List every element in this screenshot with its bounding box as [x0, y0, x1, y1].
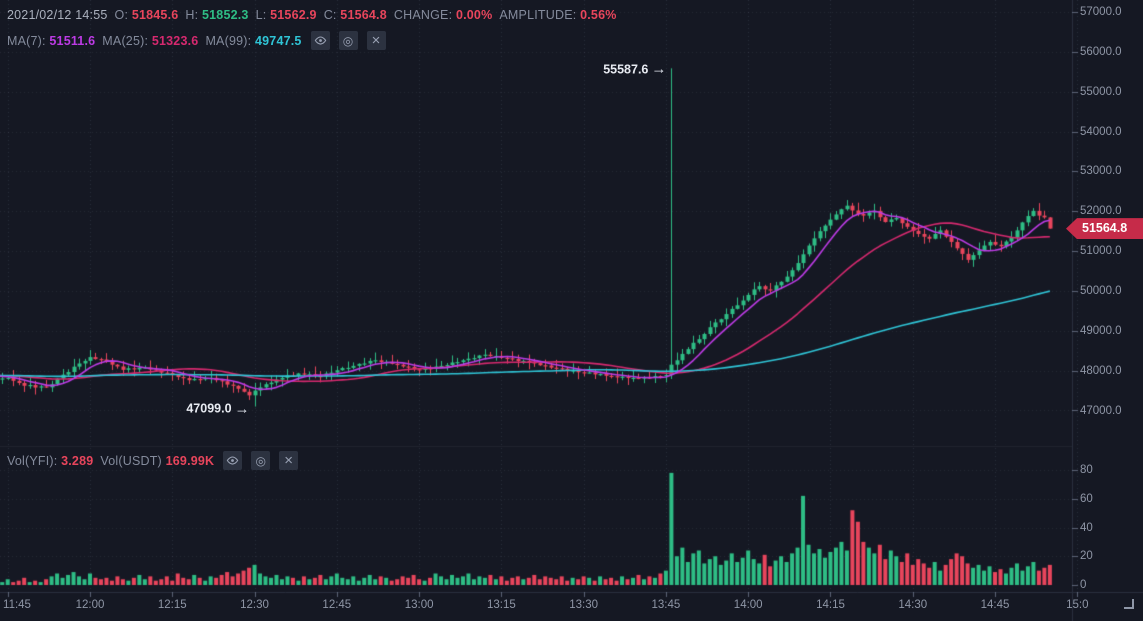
volume-close-button[interactable]: × — [279, 451, 299, 470]
time-axis-label: 12:30 — [240, 599, 269, 611]
close-icon: × — [284, 452, 294, 469]
time-axis-label: 14:30 — [898, 599, 928, 611]
candle-datetime: 2021/02/12 14:55 — [7, 8, 108, 22]
time-axis-label: 11:45 — [3, 599, 31, 611]
time-axis-label: 14:00 — [733, 599, 763, 611]
ma25-stat: MA(25): 51323.6 — [102, 33, 199, 48]
close-icon: × — [371, 32, 381, 49]
volume-axis-label: 80 — [1080, 464, 1093, 476]
price-axis-label: 51000.0 — [1080, 245, 1122, 258]
volume-settings-button[interactable]: ◎ — [251, 451, 271, 470]
time-axis-label: 13:30 — [569, 599, 599, 611]
time-axis-label: 13:15 — [486, 599, 516, 611]
eye-icon — [226, 456, 239, 465]
price-axis-label: 53000.0 — [1080, 165, 1122, 178]
volume-header: Vol(YFI): 3.289 Vol(USDT) 169.99K ◎ × — [7, 451, 299, 470]
volume-axis-label: 40 — [1080, 521, 1093, 534]
high-price-annotation: 55587.6 → — [603, 60, 667, 78]
price-axis-label: 50000.0 — [1080, 284, 1122, 297]
price-axis-label: 52000.0 — [1080, 205, 1122, 218]
settings-icon: ◎ — [342, 33, 354, 48]
high-stat: H: 51852.3 — [185, 8, 249, 22]
low-price-annotation: 47099.0 → — [186, 400, 250, 418]
ma-settings-button[interactable]: ◎ — [338, 31, 358, 50]
price-axis-label: 54000.0 — [1080, 125, 1122, 138]
price-axis-label: 48000.0 — [1080, 364, 1122, 377]
volume-visibility-button[interactable] — [223, 451, 243, 470]
ma-header: MA(7): 51511.6 MA(25): 51323.6 MA(99): 4… — [7, 31, 386, 50]
time-axis-label: 12:45 — [322, 599, 352, 611]
ma-close-button[interactable]: × — [366, 31, 386, 50]
time-axis-label: 14:15 — [816, 599, 845, 611]
volume-axis-label: 60 — [1080, 492, 1093, 505]
time-axis-label: 12:00 — [75, 599, 105, 611]
volume-axis-label: 0 — [1080, 579, 1087, 591]
right-arrow-icon: → — [651, 60, 667, 78]
time-axis-label: 14:45 — [980, 599, 1010, 611]
ma99-stat: MA(99): 49747.5 — [205, 33, 302, 48]
time-axis-label: 13:00 — [404, 599, 434, 611]
amplitude-stat: AMPLITUDE: 0.56% — [499, 8, 617, 22]
resize-corner-icon[interactable] — [1124, 599, 1134, 609]
price-axis-label: 55000.0 — [1080, 85, 1122, 98]
ma-visibility-button[interactable] — [310, 31, 330, 50]
open-stat: O: 51845.6 — [114, 8, 179, 22]
ma7-stat: MA(7): 51511.6 — [7, 33, 96, 48]
change-stat: CHANGE: 0.00% — [393, 8, 493, 22]
close-stat: C: 51564.8 — [323, 8, 387, 22]
settings-icon: ◎ — [255, 453, 267, 468]
time-axis-label: 13:45 — [651, 599, 681, 611]
vol-quote-stat: Vol(USDT) 169.99K — [100, 453, 215, 468]
volume-axis-label: 20 — [1080, 550, 1093, 563]
low-stat: L: 51562.9 — [255, 8, 317, 22]
eye-icon — [314, 36, 326, 45]
price-axis-label: 47000.0 — [1080, 404, 1122, 417]
vol-base-stat: Vol(YFI): 3.289 — [7, 453, 94, 468]
price-axis-label: 56000.0 — [1080, 45, 1122, 58]
price-axis-label: 49000.0 — [1080, 324, 1122, 337]
time-axis-label: 12:15 — [157, 599, 187, 611]
right-arrow-icon: → — [234, 400, 250, 418]
ohlc-header: 2021/02/12 14:55 O: 51845.6 H: 51852.3 L… — [7, 8, 617, 22]
time-axis-label: 15:0 — [1066, 599, 1089, 611]
last-price-badge: 51564.8 — [1066, 218, 1143, 240]
price-axis-label: 57000.0 — [1080, 6, 1122, 18]
